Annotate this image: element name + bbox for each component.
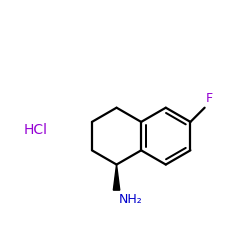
Text: HCl: HCl bbox=[24, 123, 48, 137]
Text: NH₂: NH₂ bbox=[119, 192, 143, 205]
Text: F: F bbox=[206, 92, 213, 105]
Polygon shape bbox=[113, 164, 120, 190]
